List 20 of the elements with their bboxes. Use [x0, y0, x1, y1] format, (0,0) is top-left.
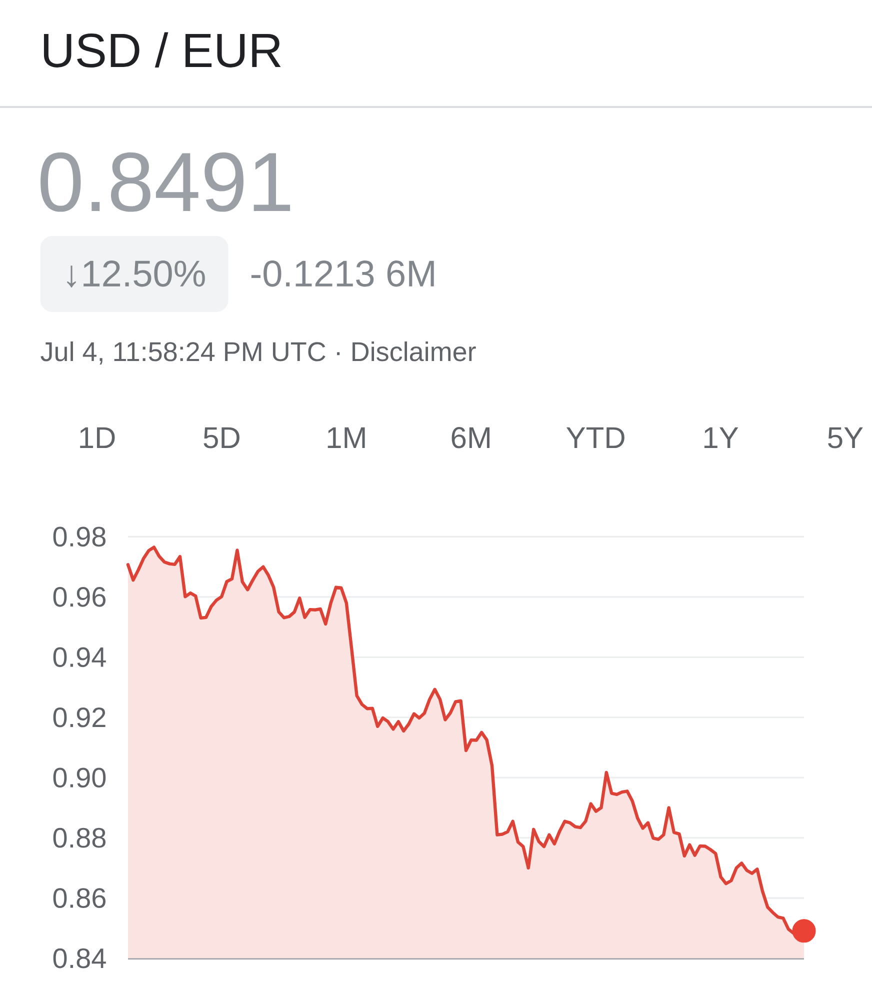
- y-tick-label: 0.90: [53, 768, 106, 788]
- text: 6M: [452, 427, 490, 448]
- text: ↓12.50%: [67, 260, 205, 288]
- text: Jul 4, 11:58:24 PM UTC · Disclaimer: [40, 341, 476, 364]
- text: -0.1213 6M: [251, 260, 434, 287]
- y-tick-label: 0.94: [53, 647, 106, 668]
- y-tick-label: 0.92: [53, 707, 106, 728]
- y-tick-label: 0.96: [53, 587, 106, 607]
- y-tick-label: 0.86: [53, 888, 106, 908]
- chart-subtitle: 0.8491: [40, 152, 290, 212]
- text: 5Y: [828, 427, 863, 448]
- y-tick-label: 0.84: [53, 948, 106, 968]
- text: 1D: [80, 427, 115, 448]
- text: 1M: [328, 427, 365, 448]
- text: 5D: [204, 427, 240, 448]
- chart-title: USD / EUR: [44, 32, 281, 68]
- text: 1Y: [704, 427, 738, 448]
- y-tick-label: 0.88: [53, 828, 106, 848]
- y-tick-label: 0.98: [53, 526, 106, 547]
- text: YTD: [566, 427, 624, 448]
